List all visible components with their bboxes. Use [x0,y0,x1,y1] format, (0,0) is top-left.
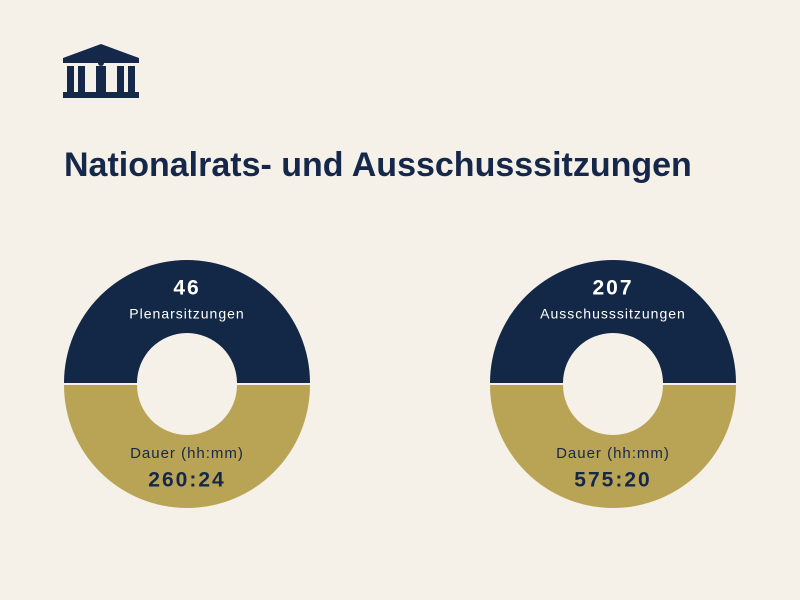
title: Nationalrats- und Ausschusssitzungen [64,146,692,184]
count: 46 [173,277,200,300]
duration: 260:24 [148,469,225,492]
donut-bottom [490,385,736,508]
duration-label: Dauer (hh:mm) [556,445,670,462]
donut-top [490,260,736,383]
duration-label: Dauer (hh:mm) [130,445,244,462]
count: 207 [592,277,633,300]
donut-top [64,260,310,383]
count-label: Plenarsitzungen [129,306,244,322]
logo [63,44,139,98]
duration: 575:20 [574,469,651,492]
donut-bottom [64,385,310,508]
count-label: Ausschusssitzungen [540,306,686,322]
